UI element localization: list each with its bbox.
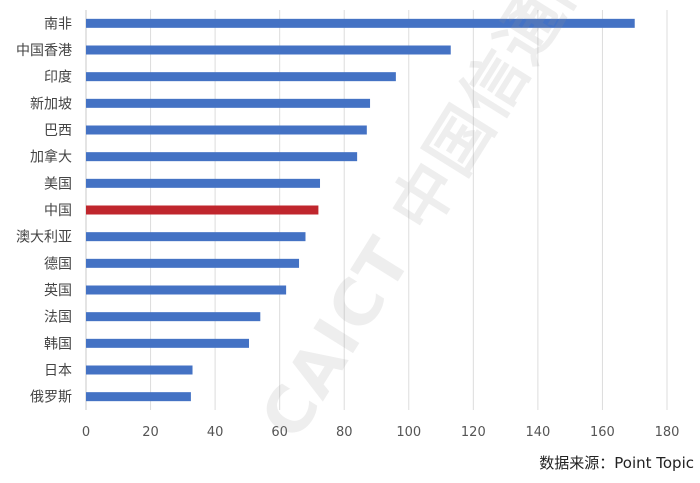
bar-13 [86,365,193,375]
category-label: 英国 [44,282,72,299]
x-tick-label: 60 [271,425,288,440]
x-tick-labels: 0 20 40 60 80 100 120 140 160 180 [82,425,680,440]
category-label: 中国 [44,203,72,219]
category-label: 澳大利亚 [16,230,72,246]
category-label: 韩国 [44,336,72,352]
x-tick-label: 0 [82,425,90,440]
category-label: 南非 [44,16,72,32]
x-tick-label: 100 [396,425,421,440]
bar-9 [86,258,300,268]
bars [86,18,635,402]
bar-1 [86,45,451,55]
bar-6 [86,178,321,188]
category-label: 中国香港 [16,43,72,59]
x-tick-label: 180 [655,425,680,440]
bar-7 [86,205,319,215]
bar-5 [86,152,358,162]
x-tick-label: 20 [142,425,159,440]
x-tick-label: 140 [525,425,550,440]
category-label: 日本 [44,363,72,379]
bar-11 [86,312,261,322]
category-label: 巴西 [44,123,72,139]
x-tick-label: 40 [207,425,224,440]
x-tick-label: 120 [461,425,486,440]
bar-14 [86,392,191,402]
category-label: 新加坡 [30,96,72,112]
category-label: 美国 [44,176,72,192]
category-label: 加拿大 [30,149,72,166]
category-label: 俄罗斯 [30,390,72,406]
bar-2 [86,72,396,82]
bar-4 [86,125,367,135]
category-label: 印度 [44,70,72,86]
category-label: 法国 [44,310,72,326]
bar-10 [86,285,287,295]
x-tick-label: 80 [336,425,353,440]
bar-3 [86,98,371,108]
category-label: 德国 [44,256,72,272]
bar-0 [86,18,635,28]
source-note: 数据来源：Point Topic [539,454,694,472]
bar-12 [86,338,250,348]
x-tick-label: 160 [590,425,615,440]
bar-8 [86,232,306,242]
